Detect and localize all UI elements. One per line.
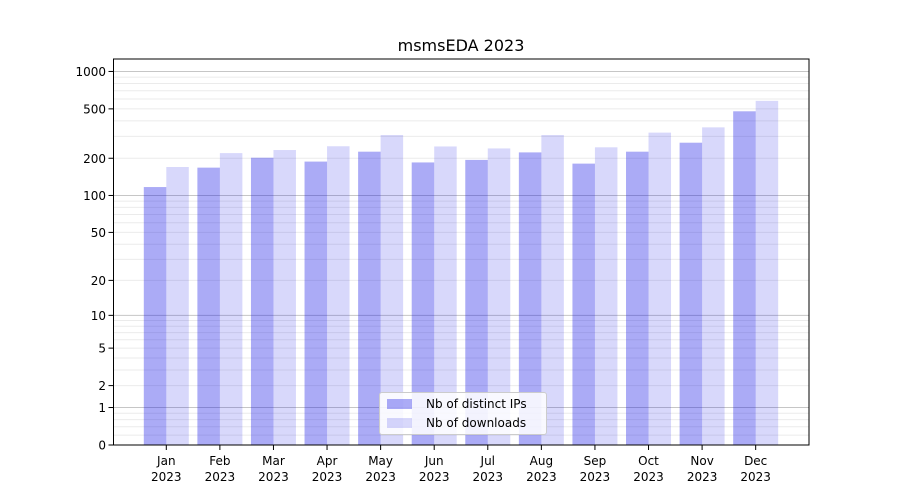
x-tick-label-month: Sep bbox=[584, 454, 607, 468]
x-tick-label-year: 2023 bbox=[473, 470, 504, 484]
bar-distinct-ips bbox=[143, 187, 167, 445]
legend-swatch-downloads-icon bbox=[387, 418, 412, 428]
bar-downloads bbox=[702, 127, 725, 445]
plot-frame bbox=[113, 58, 810, 446]
bar-distinct-ips bbox=[304, 161, 328, 445]
y-tick-label: 2 bbox=[98, 379, 106, 393]
x-tick-label-year: 2023 bbox=[312, 470, 343, 484]
y-tick-label: 0 bbox=[98, 439, 106, 453]
bar-downloads bbox=[380, 135, 404, 445]
x-tick-label-year: 2023 bbox=[526, 470, 557, 484]
x-tick-label-month: Jan bbox=[156, 454, 176, 468]
x-tick-label-month: Oct bbox=[638, 454, 659, 468]
x-tick-label-year: 2023 bbox=[740, 470, 771, 484]
x-axis-labels: Jan 2023 Feb 2023 Mar 2023 Apr 2023 May 2023 Jun 20… bbox=[151, 454, 771, 484]
bar-downloads bbox=[219, 153, 243, 445]
x-tick-label-year: 2023 bbox=[151, 470, 182, 484]
y-tick-label: 200 bbox=[83, 152, 106, 166]
bar-distinct-ips bbox=[411, 162, 435, 446]
y-tick-label: 20 bbox=[91, 274, 106, 288]
x-tick-label-year: 2023 bbox=[365, 470, 396, 484]
bar-distinct-ips bbox=[250, 157, 274, 445]
x-tick-label-year: 2023 bbox=[419, 470, 450, 484]
legend-swatch-distinct-ips-icon bbox=[387, 399, 412, 409]
bar-distinct-ips bbox=[572, 163, 595, 446]
bar-distinct-ips bbox=[518, 152, 542, 446]
bar-downloads bbox=[594, 147, 618, 445]
bar-downloads bbox=[434, 146, 457, 445]
bar-downloads bbox=[166, 166, 189, 445]
y-tick-label: 100 bbox=[83, 189, 106, 203]
gridlines bbox=[113, 70, 809, 436]
bar-distinct-ips bbox=[626, 151, 649, 445]
y-tick-label: 10 bbox=[91, 309, 106, 323]
bar-distinct-ips bbox=[197, 167, 220, 445]
x-tick-label-year: 2023 bbox=[205, 470, 236, 484]
bar-downloads bbox=[541, 135, 564, 445]
x-tick-label-year: 2023 bbox=[580, 470, 611, 484]
bar-downloads bbox=[487, 148, 511, 445]
bar-downloads bbox=[755, 100, 779, 445]
bars-group bbox=[143, 100, 779, 446]
x-tick-label-year: 2023 bbox=[687, 470, 718, 484]
y-tick-label: 1000 bbox=[75, 65, 106, 79]
legend-label-distinct-ips: Nb of distinct IPs bbox=[426, 397, 527, 411]
x-tick-label-month: Dec bbox=[744, 454, 767, 468]
y-tick-label: 1 bbox=[98, 401, 106, 415]
y-tick-label: 500 bbox=[83, 102, 106, 116]
bar-distinct-ips bbox=[465, 159, 488, 445]
x-tick-label-month: Aug bbox=[530, 454, 553, 468]
x-tick-label-month: Jun bbox=[424, 454, 444, 468]
x-tick-label-month: Mar bbox=[262, 454, 285, 468]
bar-distinct-ips bbox=[358, 151, 381, 445]
x-tick-label-year: 2023 bbox=[633, 470, 664, 484]
y-tick-label: 5 bbox=[98, 342, 106, 356]
bar-distinct-ips bbox=[733, 111, 756, 446]
legend-item: Nb of distinct IPs bbox=[387, 395, 546, 414]
chart-title: msmsEDA 2023 bbox=[398, 36, 525, 55]
x-tick-label-month: Feb bbox=[209, 454, 230, 468]
bar-downloads bbox=[273, 150, 296, 445]
x-tick-label-year: 2023 bbox=[258, 470, 289, 484]
bar-downloads bbox=[327, 146, 350, 446]
bar-downloads bbox=[648, 132, 672, 445]
axis-tick-marks bbox=[108, 70, 757, 450]
y-tick-label: 50 bbox=[91, 226, 106, 240]
x-tick-label-month: Jul bbox=[480, 454, 495, 468]
x-tick-label-month: May bbox=[368, 454, 393, 468]
legend: Nb of distinct IPs Nb of downloads bbox=[379, 392, 547, 435]
x-tick-label-month: Apr bbox=[317, 454, 338, 468]
legend-label-downloads: Nb of downloads bbox=[426, 416, 527, 430]
x-tick-label-month: Nov bbox=[690, 454, 713, 468]
bar-distinct-ips bbox=[679, 142, 703, 446]
legend-item: Nb of downloads bbox=[387, 414, 546, 433]
